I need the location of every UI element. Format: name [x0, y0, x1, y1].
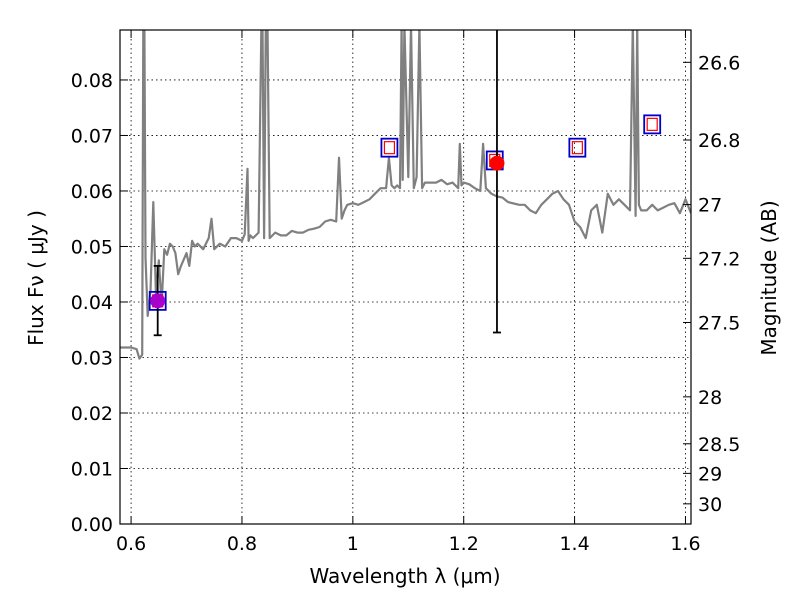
y-tick-label: 0.02 — [71, 403, 113, 425]
marker-layer — [148, 30, 662, 337]
x-tick-label: 1.4 — [559, 533, 589, 555]
y-tick-label: 0.04 — [71, 292, 113, 314]
y2-tick-label: 29 — [698, 463, 722, 485]
x-tick-label: 1 — [347, 533, 359, 555]
y2-tick-label: 27 — [698, 195, 722, 217]
y-tick-label: 0.00 — [71, 514, 113, 536]
model-box — [380, 137, 399, 158]
x-axis-label: Wavelength λ (μm) — [309, 564, 500, 588]
observed-point — [150, 293, 166, 309]
model-box — [568, 137, 587, 158]
model-box-inner — [646, 117, 658, 131]
y-tick-label: 0.01 — [71, 458, 113, 480]
y-tick-label: 0.05 — [71, 236, 113, 258]
y2-tick-label: 26.8 — [698, 130, 740, 152]
observed-point — [489, 155, 505, 171]
y-axis-label: Flux Fν ( μJy ) — [24, 210, 48, 346]
x-tick-label: 1.2 — [449, 533, 479, 555]
y2-tick-label: 27.5 — [698, 312, 740, 334]
y2-tick-label: 28 — [698, 387, 722, 409]
y-tick-label: 0.07 — [71, 125, 113, 147]
model-box-inner — [383, 141, 396, 155]
y-tick-label: 0.06 — [71, 181, 113, 203]
y2-tick-label: 27.2 — [698, 248, 740, 270]
y2-tick-label: 28.5 — [698, 434, 740, 456]
y2-axis-label: Magnitude (AB) — [757, 200, 781, 355]
spectrum-line — [120, 30, 691, 360]
model-box-inner — [571, 141, 583, 155]
y-tick-label: 0.08 — [71, 70, 113, 92]
y-tick-label: 0.03 — [71, 347, 113, 369]
y2-tick-label: 26.6 — [698, 52, 740, 74]
axes: 0.6 0.8 1 1.2 1.4 1.6 0.00 0.01 0.02 0.03 0.04 0.05… — [71, 30, 740, 555]
plot-frame — [119, 29, 692, 525]
y2-tick-label: 30 — [698, 494, 722, 516]
x-tick-label: 1.6 — [670, 533, 700, 555]
data-layer — [120, 30, 691, 360]
x-tick-label: 0.6 — [116, 533, 146, 555]
x-tick-label: 0.8 — [227, 533, 257, 555]
model-box — [643, 114, 662, 135]
